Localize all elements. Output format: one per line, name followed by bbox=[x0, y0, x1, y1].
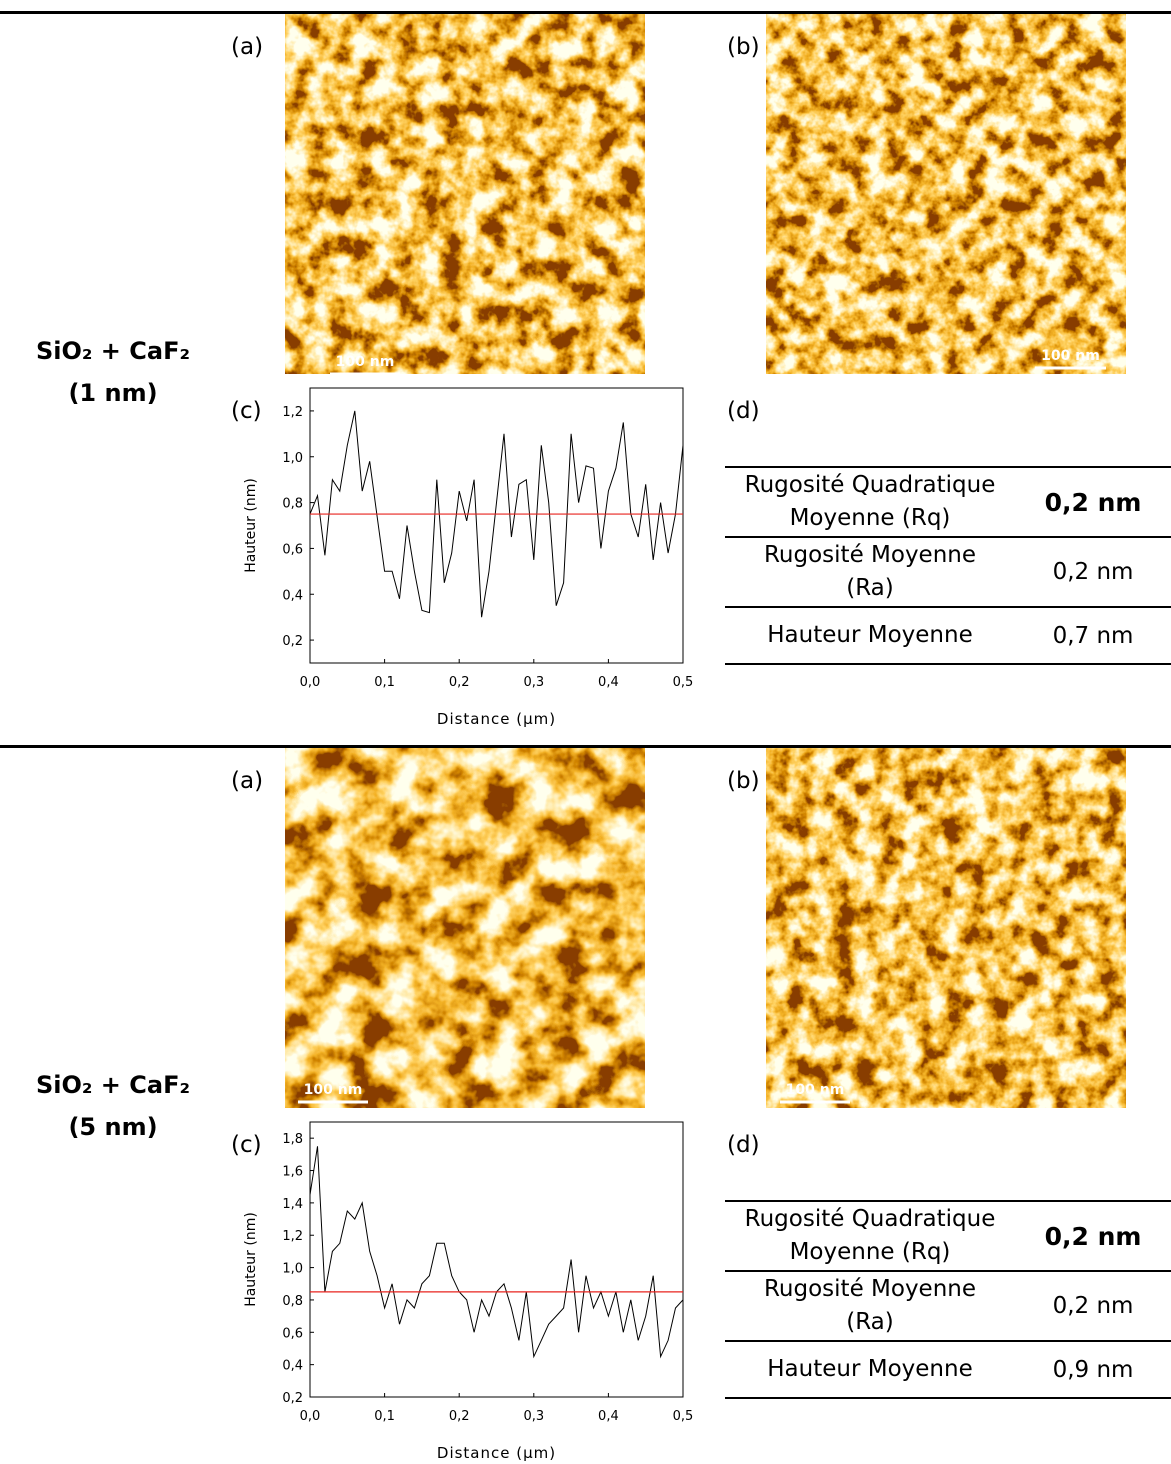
y-tick-label: 0,2 bbox=[282, 1391, 303, 1406]
y-tick-label: 0,6 bbox=[282, 1326, 303, 1341]
afm-surface bbox=[766, 14, 1126, 374]
panel-label: (d) bbox=[727, 1132, 760, 1158]
sample-label-line: (1 nm) bbox=[68, 379, 158, 407]
stats-value: 0,2 nm bbox=[1015, 536, 1171, 608]
scale-bar-label: 100 nm bbox=[1041, 348, 1100, 364]
stats-value: 0,2 nm bbox=[1015, 1270, 1171, 1342]
stats-table: Rugosité Quadratique Moyenne (Rq) 0,2 nm Ru… bbox=[725, 1200, 1171, 1399]
stats-row: Rugosité Moyenne (Ra) 0,2 nm bbox=[725, 1270, 1171, 1342]
panel-label: (a) bbox=[231, 768, 264, 794]
stats-value: 0,9 nm bbox=[1015, 1340, 1171, 1399]
y-tick-label: 1,8 bbox=[282, 1132, 303, 1147]
stats-label-line: Rugosité Quadratique bbox=[744, 472, 996, 498]
profile-chart: 0,2 0,4 0,6 0,8 1,0 1,2 1,4 1,6 1,8 0,0 0,1 0,2 0,3 0… bbox=[243, 1121, 694, 1462]
y-tick-label: 1,0 bbox=[282, 1262, 303, 1277]
stats-label-line: Moyenne (Rq) bbox=[789, 505, 951, 531]
stats-label: Rugosité Quadratique Moyenne (Rq) bbox=[725, 466, 1015, 538]
stats-label-line: (Ra) bbox=[846, 575, 894, 601]
afm-surface bbox=[766, 748, 1126, 1108]
x-tick-label: 0,5 bbox=[673, 1409, 694, 1424]
scale-bar-label: 100 nm bbox=[336, 354, 395, 370]
stats-label: Rugosité Moyenne (Ra) bbox=[725, 1270, 1015, 1342]
stats-label-line: Hauteur Moyenne bbox=[767, 1356, 973, 1382]
sample-label-line: SiO₂ + CaF₂ bbox=[36, 1071, 190, 1099]
stats-value: 0,2 nm bbox=[1015, 466, 1171, 538]
x-tick-label: 0,5 bbox=[673, 675, 694, 690]
sample-label: SiO₂ + CaF₂ (1 nm) bbox=[0, 330, 226, 414]
stats-row: Hauteur Moyenne 0,9 nm bbox=[725, 1340, 1171, 1399]
y-tick-label: 0,8 bbox=[282, 497, 303, 512]
x-axis-label: Distance (µm) bbox=[437, 1444, 556, 1462]
y-tick-label: 1,6 bbox=[282, 1165, 303, 1180]
stats-label-line: Rugosité Quadratique bbox=[744, 1206, 996, 1232]
stats-label: Hauteur Moyenne bbox=[725, 606, 1015, 665]
plot-frame bbox=[309, 387, 684, 664]
stats-table: Rugosité Quadratique Moyenne (Rq) 0,2 nm Ru… bbox=[725, 466, 1171, 665]
stats-label: Hauteur Moyenne bbox=[725, 1340, 1015, 1399]
stats-label-line: Rugosité Moyenne bbox=[763, 1276, 977, 1302]
stats-label: Rugosité Moyenne (Ra) bbox=[725, 536, 1015, 608]
panel-label: (a) bbox=[231, 34, 264, 60]
panel-label: (c) bbox=[231, 398, 262, 424]
x-tick-label: 0,1 bbox=[374, 1409, 395, 1424]
x-tick-label: 0,2 bbox=[449, 1409, 470, 1424]
stats-row: Rugosité Quadratique Moyenne (Rq) 0,2 nm bbox=[725, 1200, 1171, 1272]
panel-label: (b) bbox=[727, 768, 760, 794]
panel-label: (c) bbox=[231, 1132, 262, 1158]
x-tick-label: 0,0 bbox=[300, 1409, 321, 1424]
x-axis-label: Distance (µm) bbox=[437, 710, 556, 728]
plot-frame bbox=[309, 1121, 684, 1398]
stats-label: Rugosité Quadratique Moyenne (Rq) bbox=[725, 1200, 1015, 1272]
y-tick-label: 1,2 bbox=[282, 1229, 303, 1244]
y-tick-label: 0,2 bbox=[282, 634, 303, 649]
y-tick-label: 0,4 bbox=[282, 1359, 303, 1374]
afm-surface bbox=[285, 748, 645, 1108]
y-tick-label: 1,0 bbox=[282, 451, 303, 466]
stats-row: Hauteur Moyenne 0,7 nm bbox=[725, 606, 1171, 665]
afm-surface bbox=[285, 14, 645, 374]
section-rule bbox=[0, 11, 1171, 14]
y-tick-label: 1,2 bbox=[282, 405, 303, 420]
panel-label: (d) bbox=[727, 398, 760, 424]
y-tick-label: 0,8 bbox=[282, 1294, 303, 1309]
scale-bar-label: 100 nm bbox=[304, 1082, 363, 1098]
stats-label-line: (Ra) bbox=[846, 1309, 894, 1335]
x-tick-label: 0,4 bbox=[598, 1409, 619, 1424]
y-tick-label: 1,4 bbox=[282, 1197, 303, 1212]
y-axis-label: Hauteur (nm) bbox=[243, 478, 259, 573]
afm-image: 100 nm bbox=[285, 14, 645, 374]
afm-image: 100 nm bbox=[766, 748, 1126, 1108]
y-axis-label: Hauteur (nm) bbox=[243, 1212, 259, 1307]
scale-bar-label: 100 nm bbox=[786, 1082, 845, 1098]
stats-value: 0,2 nm bbox=[1015, 1200, 1171, 1272]
panel-label: (b) bbox=[727, 34, 760, 60]
x-tick-label: 0,2 bbox=[449, 675, 470, 690]
profile-chart: 0,2 0,4 0,6 0,8 1,0 1,2 0,0 0,1 0,2 0,3 0,4 0,5 Dist… bbox=[243, 387, 694, 728]
stats-value: 0,7 nm bbox=[1015, 606, 1171, 665]
stats-label-line: Moyenne (Rq) bbox=[789, 1239, 951, 1265]
y-tick-label: 0,4 bbox=[282, 588, 303, 603]
sample-label-line: SiO₂ + CaF₂ bbox=[36, 337, 190, 365]
y-tick-label: 0,6 bbox=[282, 542, 303, 557]
afm-image: 100 nm bbox=[285, 748, 645, 1108]
x-tick-label: 0,1 bbox=[374, 675, 395, 690]
sample-label-line: (5 nm) bbox=[68, 1113, 158, 1141]
x-tick-label: 0,0 bbox=[300, 675, 321, 690]
x-tick-label: 0,3 bbox=[523, 1409, 544, 1424]
sample-label: SiO₂ + CaF₂ (5 nm) bbox=[0, 1064, 226, 1148]
stats-label-line: Rugosité Moyenne bbox=[763, 542, 977, 568]
x-tick-label: 0,4 bbox=[598, 675, 619, 690]
stats-label-line: Hauteur Moyenne bbox=[767, 622, 973, 648]
stats-row: Rugosité Moyenne (Ra) 0,2 nm bbox=[725, 536, 1171, 608]
afm-image: 100 nm bbox=[766, 14, 1126, 374]
stats-row: Rugosité Quadratique Moyenne (Rq) 0,2 nm bbox=[725, 466, 1171, 538]
x-tick-label: 0,3 bbox=[523, 675, 544, 690]
section-rule bbox=[0, 745, 1171, 748]
profile-line bbox=[309, 410, 684, 618]
